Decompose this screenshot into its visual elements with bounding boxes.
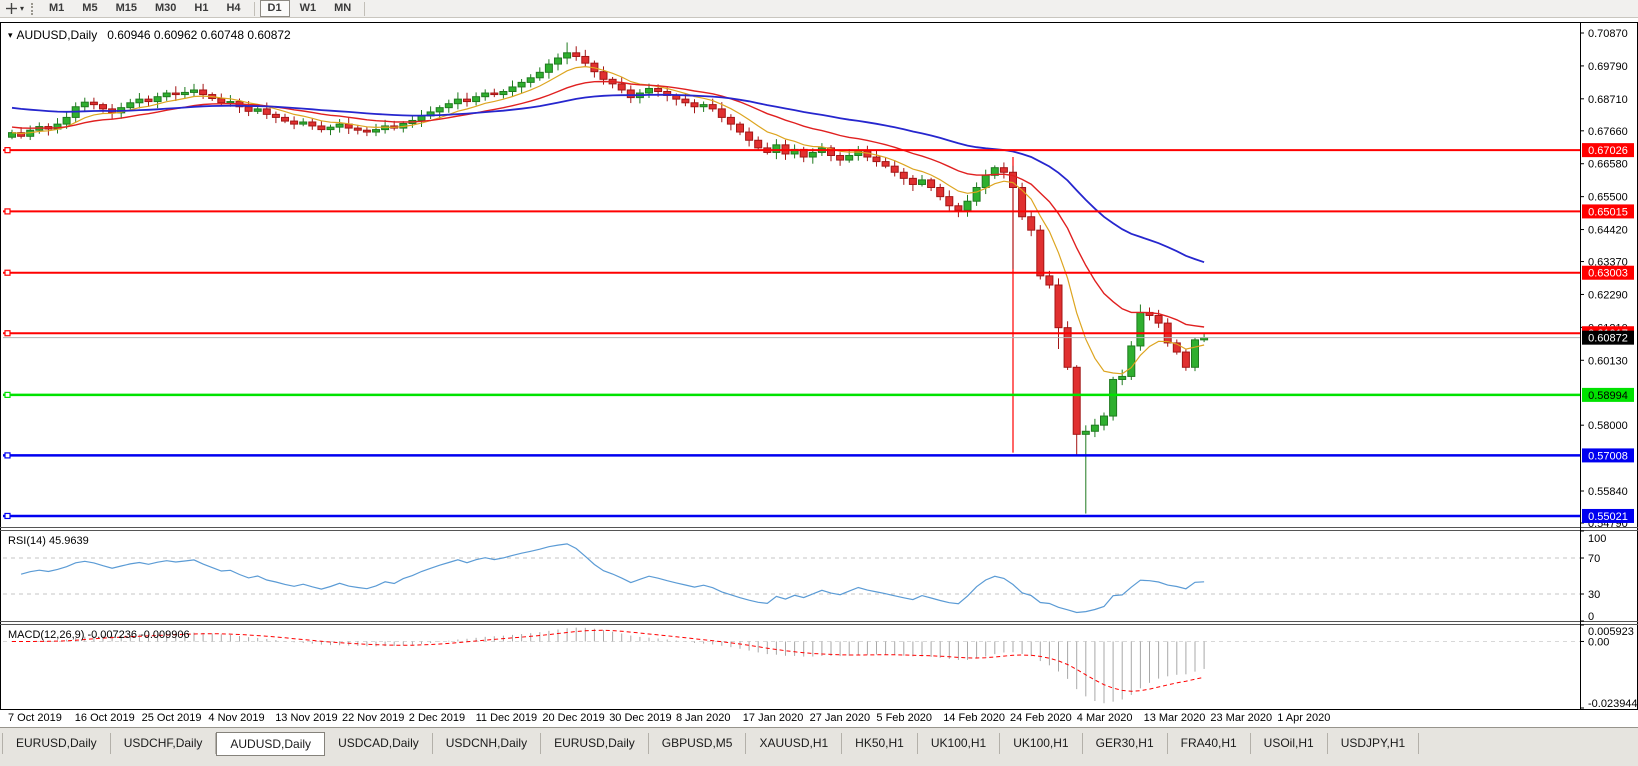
date-label: 1 Apr 2020 xyxy=(1277,712,1331,724)
date-label: 27 Jan 2020 xyxy=(809,712,871,724)
toolbar-separator xyxy=(253,1,255,16)
svg-text:0.68710: 0.68710 xyxy=(1588,94,1628,106)
rsi-panel: 100 70 30 0 xyxy=(3,530,1606,623)
svg-text:0.57008: 0.57008 xyxy=(1588,450,1628,462)
svg-text:0.69790: 0.69790 xyxy=(1588,61,1628,73)
svg-text:0.55021: 0.55021 xyxy=(1588,511,1628,523)
chart-tab-usoil-h1[interactable]: USOil,H1 xyxy=(1250,733,1328,754)
chart-tab-usdjpy-h1[interactable]: USDJPY,H1 xyxy=(1327,733,1420,754)
price-axis-ticks: 0.70870 0.69790 0.68710 0.67660 0.66580 0.655… xyxy=(1580,28,1628,530)
svg-text:0.63003: 0.63003 xyxy=(1588,268,1628,280)
chart-tab-gbpusd-m5[interactable]: GBPUSD,M5 xyxy=(648,733,747,754)
candles xyxy=(8,42,1209,514)
date-label: 7 Oct 2019 xyxy=(8,712,62,724)
svg-text:-0.023944: -0.023944 xyxy=(1588,698,1638,710)
svg-text:100: 100 xyxy=(1588,533,1606,545)
chart-tab-usdcnh-daily[interactable]: USDCNH,Daily xyxy=(432,733,542,754)
date-label: 14 Feb 2020 xyxy=(943,712,1005,724)
timeframe-button-w1[interactable]: W1 xyxy=(299,2,317,14)
timeframe-button-d1[interactable]: D1 xyxy=(259,0,290,17)
svg-text:0.67660: 0.67660 xyxy=(1588,126,1628,138)
timeframe-button-m15[interactable]: M15 xyxy=(115,2,137,14)
chart-tab-ger30-h1[interactable]: GER30,H1 xyxy=(1082,733,1168,754)
date-label: 16 Oct 2019 xyxy=(74,712,135,724)
current-price-line: 0.60872 xyxy=(3,330,1634,345)
chart-tab-hk50-h1[interactable]: HK50,H1 xyxy=(842,733,918,754)
timeframe-button-h1[interactable]: H1 xyxy=(194,2,209,14)
timeframe-button-m5[interactable]: M5 xyxy=(82,2,98,14)
timeframe-buttons: M1 M5 M15 M30 H1 H4 D1 W1 MN xyxy=(40,0,369,18)
svg-text:0.66580: 0.66580 xyxy=(1588,159,1628,171)
hline-0.57008[interactable]: 0.57008 xyxy=(3,448,1634,463)
chart-tab-uk100-h1[interactable]: UK100,H1 xyxy=(917,733,1001,754)
svg-text:0.60130: 0.60130 xyxy=(1588,355,1628,367)
hline-0.65015[interactable]: 0.65015 xyxy=(3,204,1634,219)
date-label: 25 Oct 2019 xyxy=(141,712,202,724)
macd-signal-line xyxy=(12,629,1205,692)
rsi-line xyxy=(20,543,1205,614)
chart-tab-audusd-daily[interactable]: AUDUSD,Daily xyxy=(216,732,326,756)
date-label: 23 Mar 2020 xyxy=(1210,712,1273,724)
date-label: 17 Jan 2020 xyxy=(742,712,804,724)
svg-text:0.64420: 0.64420 xyxy=(1588,225,1628,237)
time-axis[interactable]: 7 Oct 2019 16 Oct 2019 25 Oct 2019 4 Nov 20… xyxy=(0,711,1638,727)
svg-text:0.65015: 0.65015 xyxy=(1588,206,1628,218)
timeframe-button-mn[interactable]: MN xyxy=(334,2,352,14)
date-label: 24 Feb 2020 xyxy=(1010,712,1072,724)
toolbar-separator xyxy=(364,1,366,16)
svg-text:0.00: 0.00 xyxy=(1588,636,1609,648)
svg-text:70: 70 xyxy=(1588,553,1600,565)
svg-text:0.63370: 0.63370 xyxy=(1588,257,1628,269)
date-label: 5 Feb 2020 xyxy=(876,712,933,724)
chart-tab-eurusd-daily[interactable]: EURUSD,Daily xyxy=(541,733,649,754)
date-label: 13 Mar 2020 xyxy=(1143,712,1206,724)
hline-0.67026[interactable]: 0.67026 xyxy=(3,143,1634,158)
svg-text:0.60872: 0.60872 xyxy=(1588,333,1628,345)
timeframe-button-h4[interactable]: H4 xyxy=(226,2,241,14)
svg-text:0.67026: 0.67026 xyxy=(1588,145,1628,157)
svg-text:0.65500: 0.65500 xyxy=(1588,192,1628,204)
svg-text:0: 0 xyxy=(1588,611,1594,623)
svg-text:0.55840: 0.55840 xyxy=(1588,486,1628,498)
date-label: 8 Jan 2020 xyxy=(676,712,731,724)
svg-text:0.70870: 0.70870 xyxy=(1588,28,1628,40)
timeframe-button-m30[interactable]: M30 xyxy=(154,2,177,14)
date-label: 22 Nov 2019 xyxy=(342,712,405,724)
chart-tab-bar: EURUSD,Daily USDCHF,Daily AUDUSD,Daily USDC… xyxy=(0,727,1638,766)
chevron-down-icon: ▾ xyxy=(20,3,25,13)
date-label: 11 Dec 2019 xyxy=(475,712,538,724)
hline-0.55021[interactable]: 0.55021 xyxy=(3,508,1634,523)
date-label: 30 Dec 2019 xyxy=(609,712,672,724)
timeframe-toolbar: ▾ M1 M5 M15 M30 H1 H4 D1 W1 MN xyxy=(0,0,1638,18)
price-chart-svg[interactable]: 0.70870 0.69790 0.68710 0.67660 0.66580 0.655… xyxy=(0,22,1638,710)
svg-text:30: 30 xyxy=(1588,589,1600,601)
svg-text:0.58994: 0.58994 xyxy=(1588,390,1628,402)
timeframe-button-m1[interactable]: M1 xyxy=(49,2,65,14)
chart-tab-eurusd-daily[interactable]: EURUSD,Daily xyxy=(2,733,111,754)
hline-0.58994[interactable]: 0.58994 xyxy=(3,387,1634,402)
svg-text:0.62290: 0.62290 xyxy=(1588,289,1628,301)
date-label: 4 Mar 2020 xyxy=(1076,712,1133,724)
crosshair-tool-button[interactable]: ▾ xyxy=(2,1,27,17)
toolbar-grip[interactable] xyxy=(31,2,34,15)
ma-line-medium xyxy=(11,80,1205,328)
hline-0.63003[interactable]: 0.63003 xyxy=(3,265,1634,280)
chart-tab-usdcad-daily[interactable]: USDCAD,Daily xyxy=(325,733,433,754)
ma-line-fast xyxy=(11,65,1205,375)
chart-tab-uk100-h1[interactable]: UK100,H1 xyxy=(1000,733,1083,754)
date-label: 20 Dec 2019 xyxy=(542,712,605,724)
svg-text:0.005923: 0.005923 xyxy=(1588,626,1634,638)
chart-tab-xauusd-h1[interactable]: XAUUSD,H1 xyxy=(746,733,843,754)
crosshair-icon xyxy=(5,2,18,15)
date-label: 2 Dec 2019 xyxy=(408,712,466,724)
date-label: 4 Nov 2019 xyxy=(208,712,265,724)
date-label: 13 Nov 2019 xyxy=(275,712,338,724)
chart-tab-fra40-h1[interactable]: FRA40,H1 xyxy=(1167,733,1251,754)
chart-window: 0.70870 0.69790 0.68710 0.67660 0.66580 0.655… xyxy=(0,22,1638,710)
chart-tab-usdchf-daily[interactable]: USDCHF,Daily xyxy=(110,733,217,754)
svg-text:0.58000: 0.58000 xyxy=(1588,420,1628,432)
